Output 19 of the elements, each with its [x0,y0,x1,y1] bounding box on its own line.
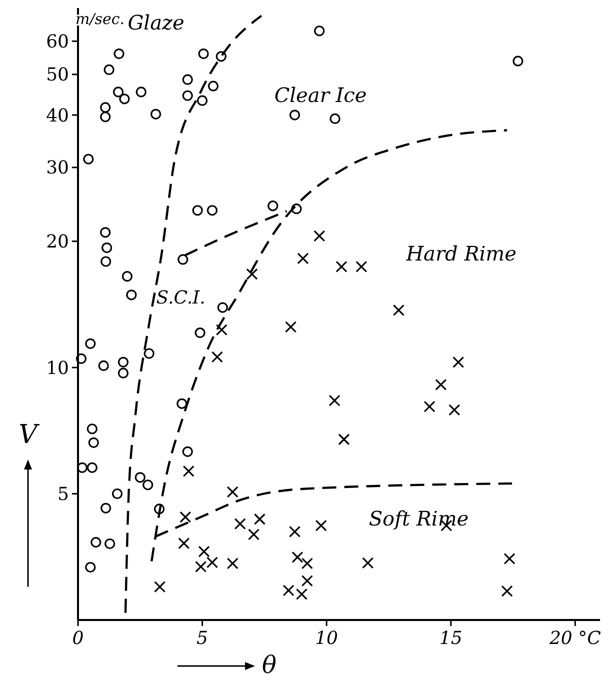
y-tick-label: 50 [46,64,69,86]
annotation: Hard Rime [405,241,516,266]
y-tick-label: 60 [46,32,69,53]
y-tick-label: 30 [46,158,69,179]
annotation: Clear Ice [274,82,367,107]
x-tick-label: 15 [439,628,462,649]
annotation: Glaze [128,10,184,34]
y-axis-title: V [18,420,40,450]
x-tick-label: 5 [196,628,208,649]
annotation: S.C.I. [156,288,206,309]
x-axis-title: θ [262,651,277,679]
x-tick-label: 20 °C [548,628,602,649]
y-tick-label: 20 [46,232,69,253]
x-tick-label: 10 [315,628,338,649]
x-tick-label: 0 [72,628,84,649]
y-tick-label: 40 [46,105,69,126]
y-tick-label: 5 [58,484,69,506]
y-tick-label: 10 [46,358,69,379]
annotation: Soft Rime [368,506,469,531]
